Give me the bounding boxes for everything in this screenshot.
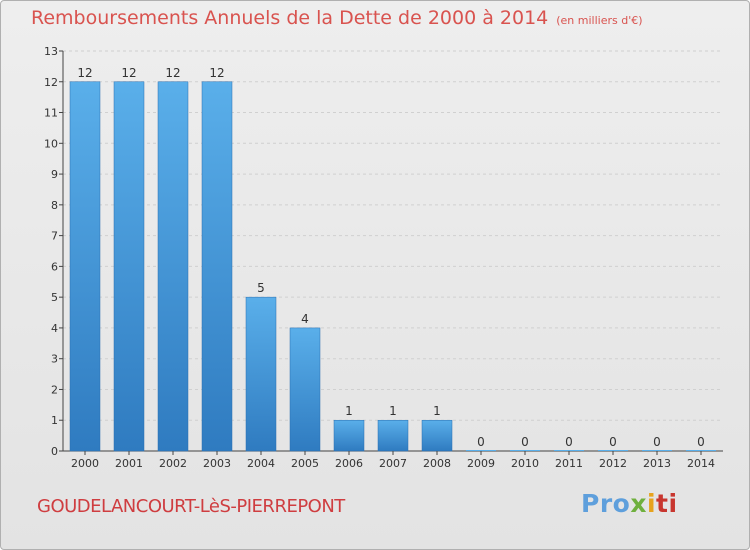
y-tick-label: 13 [44,45,58,58]
x-tick-label: 2012 [599,457,627,470]
x-tick-label: 2013 [643,457,671,470]
bar [421,419,453,452]
x-tick-label: 2010 [511,457,539,470]
bar-value-label: 0 [477,435,485,449]
y-tick-label: 5 [51,291,58,304]
x-tick-label: 2009 [467,457,495,470]
x-tick-label: 2008 [423,457,451,470]
bar [289,327,321,452]
bar-value-label: 12 [209,66,224,80]
y-tick-label: 2 [51,383,58,396]
bar-value-label: 1 [345,404,353,418]
bar [201,81,233,452]
y-tick-label: 10 [44,137,58,150]
x-tick-label: 2006 [335,457,363,470]
commune-name: GOUDELANCOURT-LèS-PIERREPONT [37,496,345,517]
logo-part-1: Pro [581,489,631,518]
y-tick-label: 11 [44,107,58,120]
x-tick-label: 2005 [291,457,319,470]
y-tick-label: 8 [51,199,58,212]
bar-value-label: 4 [301,312,309,326]
bar-value-label: 1 [433,404,441,418]
bar [377,419,409,452]
bar-value-label: 1 [389,404,397,418]
x-tick-label: 2011 [555,457,583,470]
x-tick-label: 2001 [115,457,143,470]
logo-part-3: i [646,489,657,518]
chart-title-text: Remboursements Annuels de la Dette de 20… [31,7,549,29]
chart-unit: (en milliers d'€) [556,14,643,27]
x-tick-label: 2000 [71,457,99,470]
x-tick-label: 2004 [247,457,275,470]
bar-value-label: 0 [521,435,529,449]
bar-value-label: 12 [165,66,180,80]
logo-part-2: x [630,489,647,518]
bar [157,81,189,452]
x-tick-label: 2014 [687,457,715,470]
bar-value-label: 5 [257,281,265,295]
logo-part-4: ti [656,489,678,518]
y-tick-label: 12 [44,76,58,89]
chart-title: Remboursements Annuels de la Dette de 20… [31,7,643,29]
bar [69,81,101,452]
y-tick-label: 9 [51,168,58,181]
bar-value-label: 12 [121,66,136,80]
bar-value-label: 0 [609,435,617,449]
y-tick-label: 0 [51,445,58,458]
bar [113,81,145,452]
bar [245,296,277,452]
bar-value-label: 0 [653,435,661,449]
y-tick-label: 3 [51,353,58,366]
bar-value-label: 0 [697,435,705,449]
x-tick-label: 2007 [379,457,407,470]
y-tick-label: 1 [51,414,58,427]
bar-value-label: 12 [77,66,92,80]
bar [333,419,365,452]
y-tick-label: 7 [51,230,58,243]
x-tick-label: 2003 [203,457,231,470]
bar-value-label: 0 [565,435,573,449]
proxiti-logo[interactable]: Proxiti [581,489,678,518]
x-tick-label: 2002 [159,457,187,470]
y-tick-label: 4 [51,322,58,335]
y-tick-label: 6 [51,260,58,273]
